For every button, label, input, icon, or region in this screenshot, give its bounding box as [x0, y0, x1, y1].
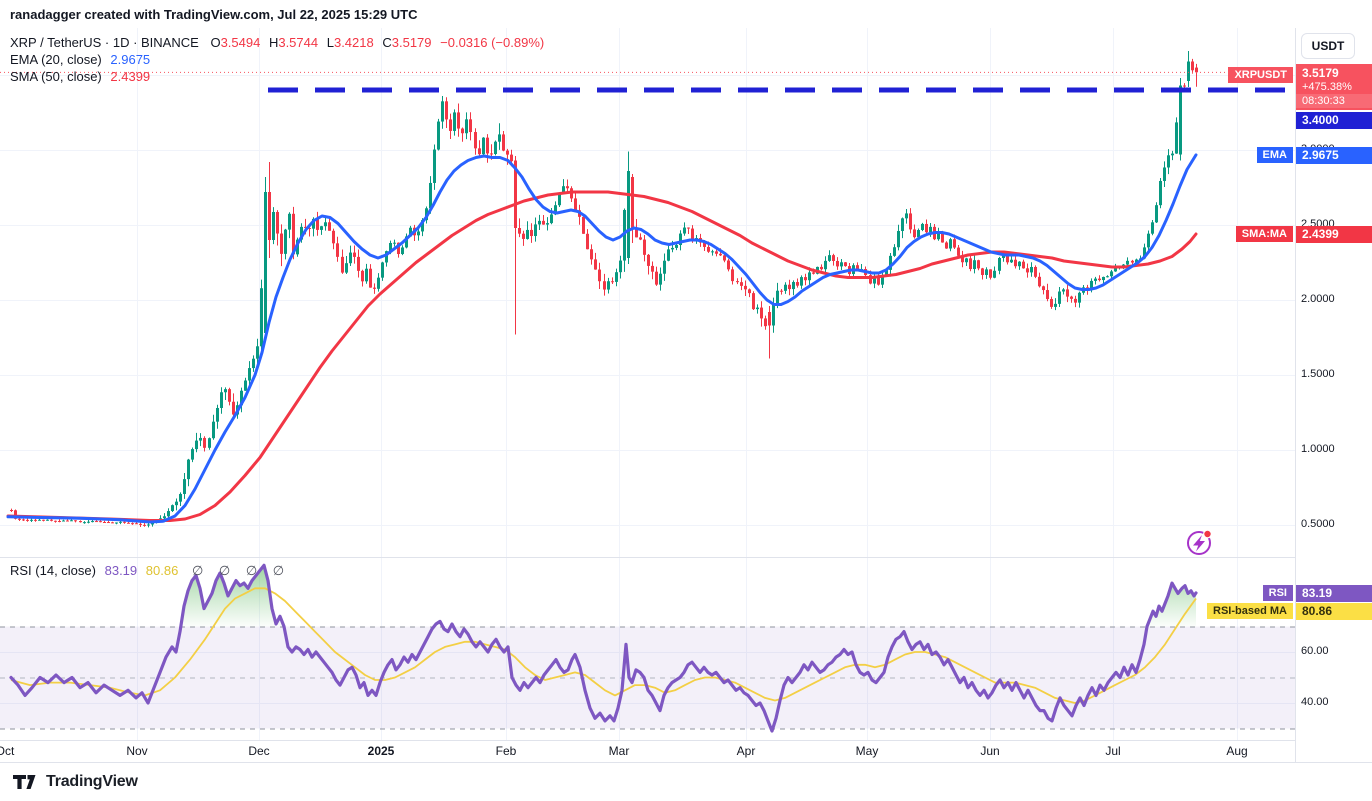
time-tick-2025[interactable]: 2025 [367, 744, 395, 758]
last-price-value: 3.5179 [1302, 66, 1339, 80]
tradingview-logo-icon[interactable] [12, 773, 38, 791]
footer-bar: TradingView [0, 762, 1372, 801]
sma-value: 2.4399 [110, 69, 151, 84]
change-value: −0.0316 (−0.89%) [440, 35, 545, 50]
open-label: O [210, 35, 221, 50]
time-tick-Jul[interactable]: Jul [1105, 744, 1121, 758]
time-tick-May[interactable]: May [855, 744, 879, 758]
rsi-pane-legend: RSI (14, close) 83.19 80.86 ∅ ∅ ∅ ∅ [10, 562, 290, 579]
ema-label[interactable]: EMA (20, close) [10, 52, 102, 67]
time-tick-Feb[interactable]: Feb [495, 744, 517, 758]
time-tick-Mar[interactable]: Mar [608, 744, 630, 758]
time-tick-Jun[interactable]: Jun [980, 744, 1000, 758]
time-tick-Oct[interactable]: Oct [0, 744, 15, 758]
sma-label[interactable]: SMA (50, close) [10, 69, 102, 84]
high-value: 3.5744 [278, 35, 319, 50]
price-tick-1.5000: 1.5000 [1301, 368, 1335, 380]
ema-line [6, 153, 1198, 524]
last-price-axis-label: 3.5179 +475.38% 08:30:33 [1296, 64, 1372, 110]
candles-up [30, 51, 1190, 528]
attribution-text: ranadagger created with TradingView.com,… [10, 7, 418, 22]
ema-value: 2.9675 [110, 52, 151, 67]
rsi-label[interactable]: RSI (14, close) [10, 563, 96, 578]
rsi-value: 83.19 [104, 563, 138, 578]
open-value: 3.5494 [220, 35, 261, 50]
chart-canvas[interactable] [0, 0, 1295, 740]
ema-legend-row[interactable]: EMA (20, close) 2.9675 [10, 51, 544, 68]
rsi-band [0, 626, 1295, 729]
gridlines [0, 28, 1295, 740]
sma-tag: SMA:MA [1235, 226, 1293, 242]
currency-toggle-button[interactable]: USDT [1301, 33, 1355, 59]
time-tick-Dec[interactable]: Dec [248, 744, 270, 758]
footer-brand-text[interactable]: TradingView [46, 773, 138, 790]
main-pane-legend: XRP / TetherUS · 1D · BINANCE O3.5494 H3… [10, 34, 544, 85]
empty-set-icons: ∅ ∅ ∅ ∅ [191, 563, 291, 578]
ema-axis-label: 2.9675 [1296, 147, 1372, 164]
close-value: 3.5179 [391, 35, 432, 50]
rsi-ma-axis-label: 80.86 [1296, 603, 1372, 620]
rsi-line [9, 563, 1198, 733]
time-axis[interactable]: Oct Nov Dec 2025 Feb Mar Apr May Jun Jul Aug [0, 741, 1295, 762]
price-tick-0.5000: 0.5000 [1301, 518, 1335, 530]
sma-axis-label: 2.4399 [1296, 226, 1372, 243]
change-percent-value: +475.38% [1302, 81, 1352, 93]
lightning-alert-icon[interactable] [1187, 529, 1212, 555]
rsi-overbought-fill [11, 565, 1196, 627]
rsi-legend-row[interactable]: RSI (14, close) 83.19 80.86 ∅ ∅ ∅ ∅ [10, 562, 290, 579]
rsi-tick-40.00: 40.00 [1301, 696, 1329, 708]
pane-separator[interactable] [0, 557, 1295, 558]
time-tick-Aug[interactable]: Aug [1226, 744, 1248, 758]
time-tick-Nov[interactable]: Nov [126, 744, 148, 758]
price-tick-1.0000: 1.0000 [1301, 443, 1335, 455]
low-label: L [326, 35, 334, 50]
candles-down [10, 58, 1198, 527]
sma-legend-row[interactable]: SMA (50, close) 2.4399 [10, 68, 544, 85]
rsi-ma-tag: RSI-based MA [1207, 603, 1293, 619]
time-tick-Apr[interactable]: Apr [736, 744, 756, 758]
sma-line [6, 190, 1198, 522]
price-tick-2.0000: 2.0000 [1301, 293, 1335, 305]
ema-tag: EMA [1256, 147, 1293, 163]
level-line-axis-label: 3.4000 [1296, 112, 1372, 129]
price-axis-separator [1295, 28, 1296, 762]
rsi-ma-value: 80.86 [145, 563, 179, 578]
low-value: 3.4218 [333, 35, 374, 50]
symbol-legend-row[interactable]: XRP / TetherUS · 1D · BINANCE O3.5494 H3… [10, 34, 544, 51]
rsi-tick-60.00: 60.00 [1301, 645, 1329, 657]
symbol-price-tag: XRPUSDT [1228, 67, 1293, 83]
time-axis-separator [0, 740, 1295, 741]
close-label: C [382, 35, 392, 50]
high-label: H [268, 35, 279, 50]
price-axis[interactable]: USDT 3.50003.00002.50002.00001.50001.000… [1296, 0, 1372, 762]
bar-countdown: 08:30:33 [1296, 94, 1372, 108]
rsi-tag: RSI [1262, 585, 1293, 601]
symbol-title[interactable]: XRP / TetherUS · 1D · BINANCE [10, 35, 199, 50]
rsi-axis-label: 83.19 [1296, 585, 1372, 602]
